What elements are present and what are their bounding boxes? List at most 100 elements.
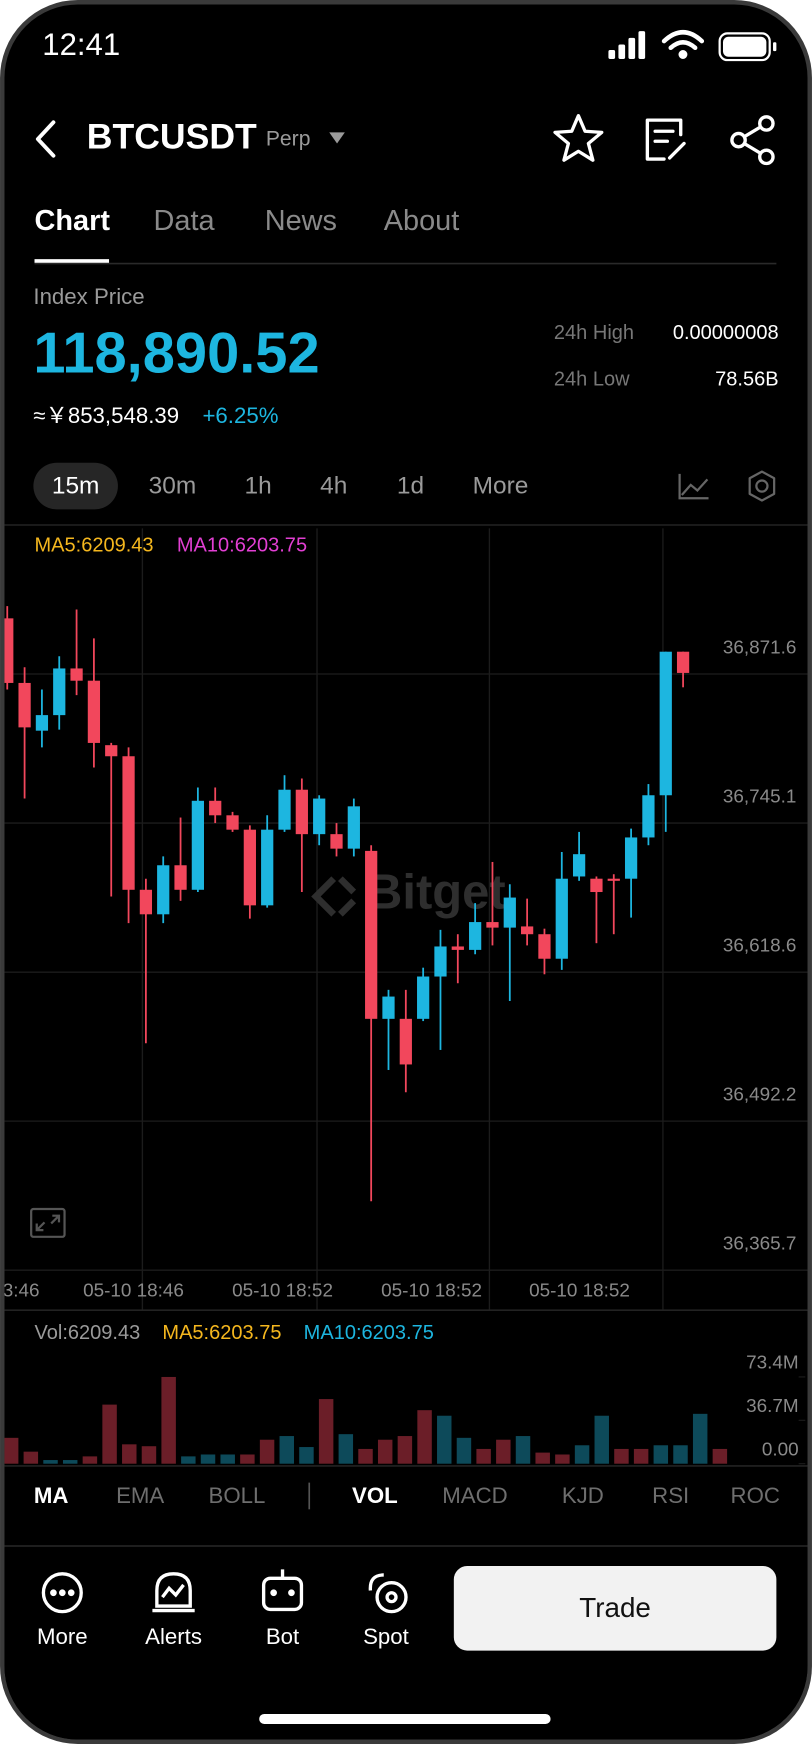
trade-button[interactable] <box>453 1566 777 1651</box>
home-indicator <box>259 1713 551 1724</box>
candle-body <box>434 946 447 977</box>
candle-body <box>226 815 239 830</box>
interval[interactable]: More <box>473 473 529 500</box>
volume-bar <box>515 1436 531 1464</box>
intervals: 15m 30m 1h 4h 1d More <box>52 473 529 500</box>
volume-bar <box>338 1434 354 1464</box>
candle-body <box>18 682 31 728</box>
fullscreen-button[interactable] <box>30 1207 66 1238</box>
volume-bar <box>220 1454 235 1464</box>
trade-button-label[interactable]: Trade <box>579 1592 651 1623</box>
volume-bar <box>358 1448 373 1464</box>
candle-body <box>53 668 66 716</box>
volume-bar <box>437 1415 452 1464</box>
volume-bar <box>299 1447 314 1464</box>
indicator-option[interactable]: MA <box>34 1483 69 1508</box>
price-chart: 36,871.6 36,745.1 36,618.6 36,492.2 36,365.7… <box>3 534 808 1301</box>
candle-body <box>538 934 551 959</box>
stats: 24h High 0.00000008 24h Low 78.56B <box>554 322 779 391</box>
candle-body <box>70 668 83 681</box>
candle-body <box>572 854 586 877</box>
tab[interactable]: Data <box>154 205 216 237</box>
chart-style-icon[interactable] <box>678 473 709 500</box>
indicator-label: MA10:6203.75 <box>304 1322 434 1344</box>
volume-bar <box>4 1437 19 1464</box>
candle-body <box>503 897 516 928</box>
candle-body <box>365 850 378 1019</box>
watermark: Bitget <box>367 865 506 919</box>
dropdown-arrow[interactable] <box>329 132 345 144</box>
candle-body <box>469 922 482 950</box>
interval[interactable]: 1d <box>397 473 424 500</box>
symbol[interactable]: BTCUSDT <box>87 116 257 156</box>
interval[interactable]: 4h <box>320 473 347 500</box>
indicator-option[interactable]: EMA <box>116 1483 164 1508</box>
indicator-selector: MA EMA BOLL VOL MACD KJD RSI ROC <box>34 1483 780 1508</box>
alerts-icon[interactable] <box>152 1572 195 1613</box>
x-tick-label: 05-10 18:46 <box>83 1280 184 1301</box>
tabs: Chart Data News About <box>35 205 460 237</box>
volume-bar <box>62 1460 78 1464</box>
candle-body <box>191 800 204 890</box>
volume-bar <box>574 1445 590 1464</box>
volume-bar <box>692 1413 708 1464</box>
indicator-option[interactable]: RSI <box>652 1483 689 1508</box>
interval[interactable]: 15m <box>52 473 100 500</box>
interval[interactable]: 30m <box>149 473 197 500</box>
candle-body <box>607 878 620 881</box>
candle-body <box>417 976 430 1019</box>
indicator-option[interactable]: ROC <box>731 1483 780 1508</box>
contract-type[interactable]: Perp <box>266 128 311 151</box>
bot-icon[interactable] <box>261 1569 304 1612</box>
tab[interactable]: About <box>384 205 460 237</box>
volume-bar <box>456 1437 472 1464</box>
indicator-label: Vol:6209.43 <box>35 1322 141 1344</box>
stat-label: 24h High <box>554 322 634 344</box>
x-tick-label: 05-10 18:52 <box>529 1280 630 1301</box>
nav-label[interactable]: Spot <box>363 1624 410 1649</box>
nav-label[interactable]: Alerts <box>145 1624 202 1649</box>
candle-body <box>451 946 464 950</box>
candle-body <box>521 926 534 935</box>
indicator-option[interactable]: MACD <box>442 1483 507 1508</box>
x-tick-label: 3:46 <box>3 1280 40 1301</box>
indicator-option[interactable]: BOLL <box>209 1483 266 1508</box>
candle-body <box>243 829 256 906</box>
tab[interactable]: Chart <box>35 205 111 237</box>
candle-body <box>4 618 14 683</box>
indicator-option[interactable]: VOL <box>352 1483 398 1508</box>
nav-labels: More Alerts Bot Spot <box>37 1624 410 1649</box>
interval[interactable]: 1h <box>244 473 271 500</box>
favorite-icon[interactable] <box>553 114 604 162</box>
more-icon[interactable] <box>41 1572 83 1614</box>
back-button[interactable] <box>35 120 56 158</box>
candle-body <box>35 715 49 731</box>
notes-icon[interactable] <box>645 118 686 161</box>
y-tick-label: 36,492.2 <box>723 1085 797 1106</box>
candle-body <box>105 745 118 757</box>
settings-icon[interactable] <box>748 470 776 502</box>
candle-body <box>382 996 395 1019</box>
volume-bar <box>318 1399 334 1464</box>
nav-label[interactable]: Bot <box>266 1624 300 1649</box>
candle-body <box>676 651 690 673</box>
stat-value: 78.56B <box>715 369 778 391</box>
indicator-option[interactable]: KJD <box>562 1483 604 1508</box>
volume-bar <box>82 1456 98 1464</box>
nav-label[interactable]: More <box>37 1624 88 1649</box>
spot-icon[interactable] <box>368 1573 408 1614</box>
y-tick-label: 36,745.1 <box>723 786 797 807</box>
share-icon[interactable] <box>730 115 775 166</box>
candle-body <box>347 806 360 849</box>
volume-chart: Vol:6209.43 MA5:6203.75 MA10:6203.75 73.4M 3… <box>4 1322 806 1465</box>
candle-body <box>157 865 170 915</box>
battery-icon <box>718 32 777 62</box>
candle-body <box>174 865 187 890</box>
price-label: Index Price <box>33 284 144 309</box>
tab[interactable]: News <box>265 205 337 237</box>
content: 12:41 BTCUSDT Perp Chart Data News About <box>3 27 808 1740</box>
volume-bar <box>43 1460 58 1464</box>
wifi-icon <box>661 30 705 59</box>
volume-bar <box>102 1404 117 1464</box>
